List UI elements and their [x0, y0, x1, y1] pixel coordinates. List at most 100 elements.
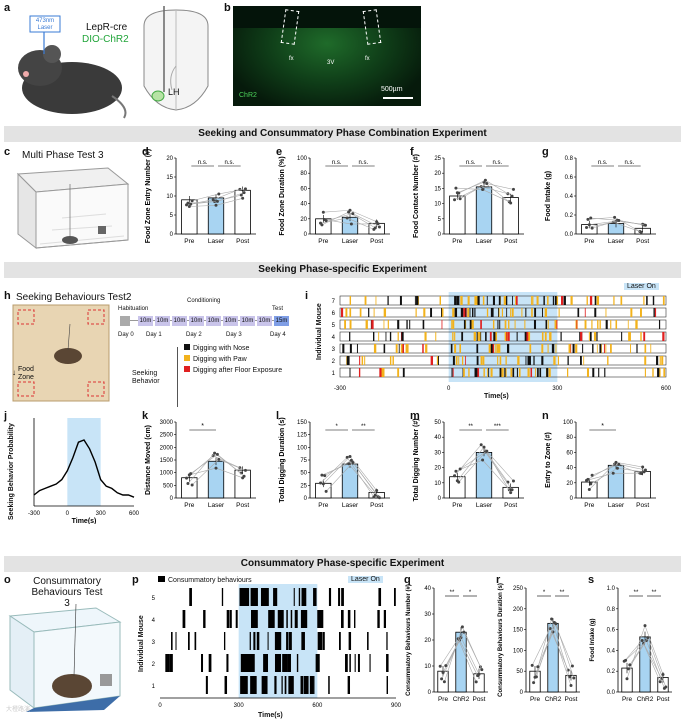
- raster-event: [286, 610, 288, 628]
- food-zone-label: Food Zone: [18, 366, 34, 381]
- subject-dot-l: [321, 482, 325, 486]
- raster-event: [435, 332, 437, 341]
- ylabel-d: Food Zone Entry Number (#): [145, 149, 152, 244]
- raster-event: [607, 356, 609, 365]
- raster-event: [461, 356, 464, 365]
- ytick-r: 150: [513, 628, 524, 634]
- chr2-histology-image: fx 3V fx ChR2 500µm: [233, 6, 421, 106]
- subject-dot-r: [554, 622, 558, 626]
- subject-dot-r: [550, 617, 554, 621]
- raster-event: [547, 296, 549, 305]
- raster-row-label: 2: [332, 359, 336, 365]
- subject-dot-s: [643, 624, 647, 628]
- raster-event: [499, 296, 501, 305]
- raster-event: [592, 344, 594, 353]
- panel-label-n: n: [542, 410, 549, 422]
- raster-event: [425, 344, 428, 353]
- raster-event: [483, 368, 485, 377]
- xtick-e: Post: [370, 238, 383, 245]
- raster-event: [373, 344, 377, 353]
- ytick-r: 200: [513, 607, 524, 613]
- raster-event: [278, 610, 284, 628]
- raster-event: [290, 610, 293, 628]
- raster-event: [662, 332, 665, 341]
- ytick-r: 50: [516, 669, 523, 675]
- raster-event: [349, 344, 352, 353]
- xtick-s: Post: [656, 696, 669, 703]
- timeline-block: 10m: [223, 316, 238, 326]
- xtick-f: Laser: [476, 238, 493, 245]
- raster-event: [530, 368, 533, 377]
- panel-label-l: l: [276, 410, 280, 422]
- raster-event: [539, 368, 542, 377]
- xtick-g: Laser: [608, 238, 625, 245]
- consummatory-test-title: Consummatory Behaviours Test 3: [31, 576, 103, 609]
- raster-event: [455, 356, 458, 365]
- raster-event: [644, 368, 646, 377]
- j-xtick: -300: [28, 511, 41, 517]
- mouse-implant-illustration: [18, 15, 127, 119]
- sig-d: n.s.: [198, 160, 208, 166]
- bar-chart-n: n Entry to Zone (#) 0 20 40 60 80 100 Pre Laser Po…: [540, 410, 672, 522]
- xtick-r: ChR2: [545, 696, 562, 703]
- raster-event: [436, 356, 439, 365]
- subject-dot-k: [243, 468, 247, 472]
- raster-event: [354, 654, 356, 672]
- raster-event: [517, 356, 520, 365]
- raster-event: [510, 368, 512, 377]
- raster-event: [575, 344, 578, 353]
- ylabel-m: Total Digging Number (#): [413, 418, 420, 501]
- raster-event: [313, 676, 315, 694]
- ytick-r: 0: [520, 690, 524, 696]
- timeline-block: 10m: [257, 316, 272, 326]
- seeking-probability-line-chart: -300 0 300 600 Time(s): [28, 418, 140, 524]
- raster-event: [348, 632, 352, 650]
- raster-event: [476, 332, 479, 341]
- raster-event: [661, 356, 664, 365]
- subject-dot-r: [536, 665, 540, 669]
- raster-event: [586, 368, 590, 377]
- sig-f: n.s.: [466, 160, 476, 166]
- subject-dot-l: [323, 474, 327, 478]
- raster-event: [480, 356, 483, 365]
- raster-event: [463, 368, 465, 377]
- raster-event: [630, 344, 631, 353]
- raster-event: [263, 654, 269, 672]
- raster-event: [347, 610, 351, 628]
- j-xlabel: Time(s): [72, 518, 97, 524]
- raster-event: [488, 368, 490, 377]
- raster-event: [615, 320, 618, 329]
- raster-event: [400, 344, 403, 353]
- raster-event: [249, 654, 251, 672]
- raster-event: [371, 320, 374, 329]
- raster-event: [501, 308, 503, 317]
- raster-event: [654, 308, 657, 317]
- raster-event: [454, 296, 457, 305]
- raster-event: [387, 296, 389, 305]
- raster-event: [599, 344, 602, 353]
- raster-event: [460, 308, 464, 317]
- probability-series-line: [33, 439, 135, 498]
- bar-chart-svg-r: Consummatory Behaviours Duration (s) 0 50 1…: [498, 583, 580, 703]
- ytick-f: 20: [434, 171, 441, 177]
- seeking-behavior-legend-title: Seeking Behavior: [132, 370, 160, 385]
- subject-dot-q: [438, 664, 442, 668]
- raster-event: [560, 296, 564, 305]
- raster-row-label: 5: [152, 596, 156, 602]
- subject-dot-k: [211, 454, 215, 458]
- sig-n: *: [601, 423, 604, 430]
- raster-row-label: 5: [332, 323, 336, 329]
- raster-event: [468, 368, 470, 377]
- raster-row-label: 4: [332, 335, 336, 341]
- raster-event: [288, 632, 292, 650]
- bar-chart-svg-m: Total Digging Number (#) 0 10 20 30 40 50 Pre La…: [413, 418, 524, 509]
- xtick-l: Post: [370, 502, 383, 509]
- timeline-day-label: Day 3: [226, 332, 242, 338]
- raster-event: [563, 296, 566, 305]
- xtick-d: Post: [236, 238, 249, 245]
- raster-event: [547, 344, 549, 353]
- ytick-l: 75: [300, 458, 307, 464]
- lh-label: LH: [168, 87, 180, 97]
- raster-event: [583, 356, 585, 365]
- bar-chart-svg-g: Food Intake (g) 0.0 0.2 0.4 0.6 0.8 Pre Laser Po…: [545, 156, 656, 245]
